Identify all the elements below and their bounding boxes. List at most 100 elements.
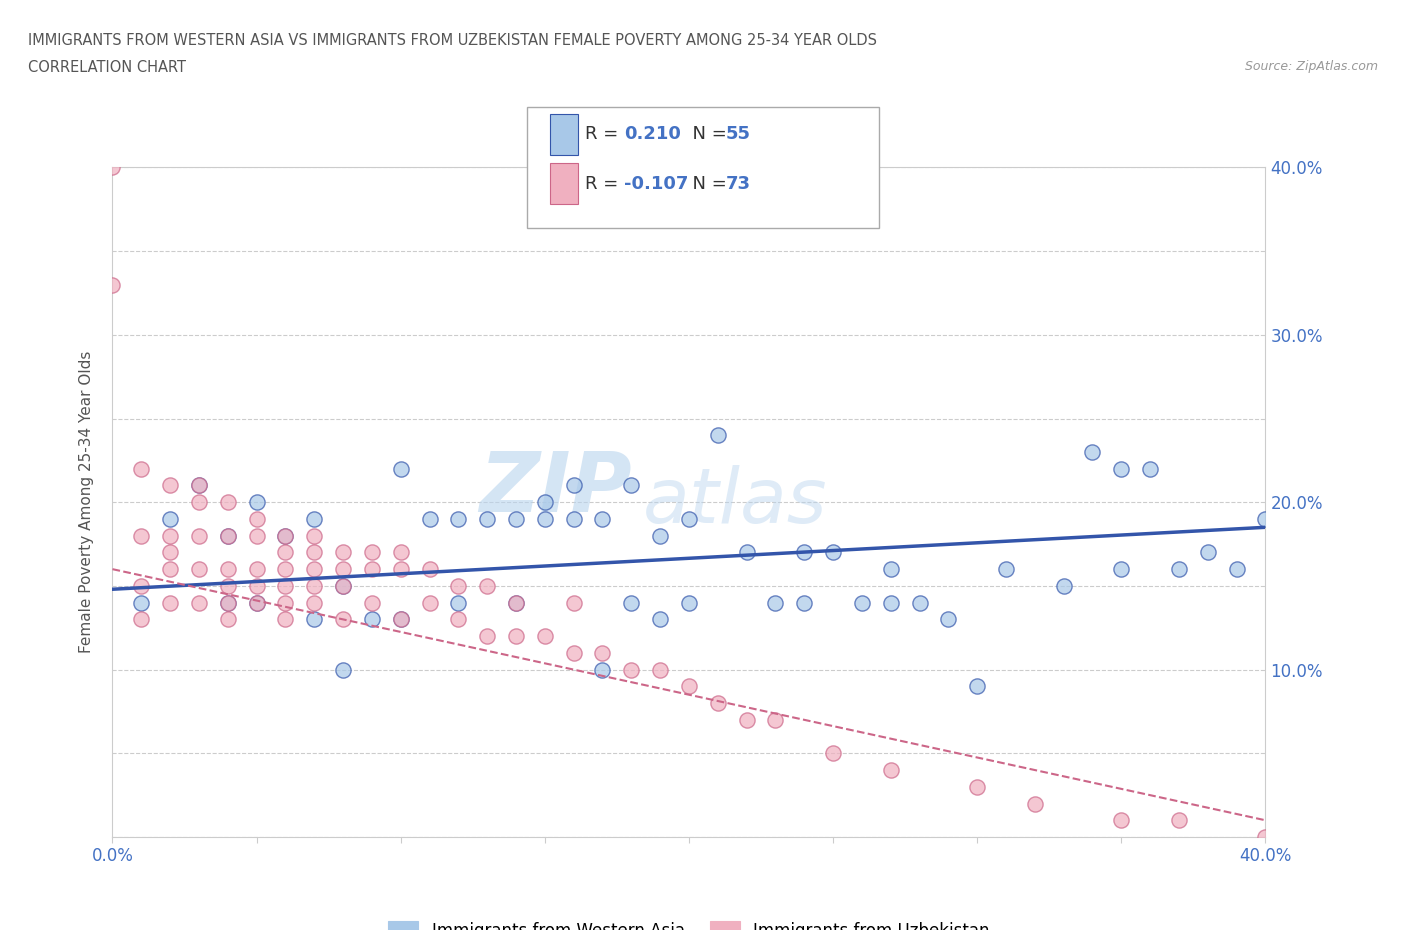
- Y-axis label: Female Poverty Among 25-34 Year Olds: Female Poverty Among 25-34 Year Olds: [79, 351, 94, 654]
- Point: [592, 662, 614, 677]
- Point: [447, 595, 470, 610]
- Point: [129, 578, 153, 593]
- Point: [389, 612, 412, 627]
- Point: [447, 612, 470, 627]
- Point: [562, 478, 585, 493]
- Point: [332, 662, 354, 677]
- Point: [304, 578, 326, 593]
- Point: [304, 562, 326, 577]
- Point: [765, 712, 787, 727]
- Point: [419, 562, 441, 577]
- Point: [1111, 813, 1133, 828]
- Point: [101, 160, 124, 175]
- Point: [995, 562, 1018, 577]
- Point: [505, 595, 527, 610]
- Point: [475, 512, 498, 526]
- Point: [533, 629, 555, 644]
- Point: [304, 545, 326, 560]
- Point: [304, 595, 326, 610]
- Point: [274, 562, 297, 577]
- Point: [245, 595, 267, 610]
- Point: [678, 595, 700, 610]
- Point: [447, 578, 470, 593]
- Point: [735, 712, 758, 727]
- Point: [389, 612, 412, 627]
- Text: Source: ZipAtlas.com: Source: ZipAtlas.com: [1244, 60, 1378, 73]
- Point: [188, 478, 211, 493]
- Point: [620, 595, 643, 610]
- Point: [966, 779, 988, 794]
- Point: [360, 612, 382, 627]
- Point: [217, 562, 239, 577]
- Point: [562, 595, 585, 610]
- Point: [505, 629, 527, 644]
- Legend: Immigrants from Western Asia, Immigrants from Uzbekistan: Immigrants from Western Asia, Immigrants…: [380, 912, 998, 930]
- Point: [332, 578, 354, 593]
- Point: [793, 545, 815, 560]
- Point: [1081, 445, 1104, 459]
- Point: [245, 578, 267, 593]
- Point: [880, 763, 903, 777]
- Point: [562, 512, 585, 526]
- Point: [1254, 830, 1277, 844]
- Point: [620, 478, 643, 493]
- Point: [1111, 562, 1133, 577]
- Point: [648, 612, 672, 627]
- Point: [1226, 562, 1249, 577]
- Point: [159, 478, 181, 493]
- Point: [332, 578, 354, 593]
- Point: [332, 612, 354, 627]
- Point: [217, 578, 239, 593]
- Point: [304, 512, 326, 526]
- Point: [188, 562, 211, 577]
- Point: [188, 595, 211, 610]
- Point: [505, 595, 527, 610]
- Point: [1052, 578, 1074, 593]
- Point: [217, 595, 239, 610]
- Text: ZIP: ZIP: [478, 448, 631, 529]
- Point: [332, 545, 354, 560]
- Text: atlas: atlas: [643, 465, 827, 539]
- Point: [1024, 796, 1046, 811]
- Point: [765, 595, 787, 610]
- Text: IMMIGRANTS FROM WESTERN ASIA VS IMMIGRANTS FROM UZBEKISTAN FEMALE POVERTY AMONG : IMMIGRANTS FROM WESTERN ASIA VS IMMIGRAN…: [28, 33, 877, 47]
- Point: [101, 277, 124, 292]
- Point: [706, 696, 728, 711]
- Point: [533, 512, 555, 526]
- Point: [793, 595, 815, 610]
- Point: [360, 545, 382, 560]
- Point: [274, 578, 297, 593]
- Point: [159, 545, 181, 560]
- Point: [304, 612, 326, 627]
- Point: [245, 512, 267, 526]
- Point: [936, 612, 959, 627]
- Point: [245, 562, 267, 577]
- Point: [217, 528, 239, 543]
- Point: [360, 595, 382, 610]
- Point: [562, 645, 585, 660]
- Point: [129, 461, 153, 476]
- Text: -0.107: -0.107: [624, 175, 689, 193]
- Point: [159, 595, 181, 610]
- Point: [475, 629, 498, 644]
- Point: [620, 662, 643, 677]
- Point: [821, 545, 844, 560]
- Text: N =: N =: [681, 126, 733, 143]
- Point: [159, 528, 181, 543]
- Point: [188, 495, 211, 510]
- Point: [274, 528, 297, 543]
- Point: [648, 662, 672, 677]
- Point: [389, 461, 412, 476]
- Text: R =: R =: [585, 175, 624, 193]
- Point: [245, 495, 267, 510]
- Point: [217, 528, 239, 543]
- Point: [217, 612, 239, 627]
- Point: [419, 512, 441, 526]
- Point: [332, 562, 354, 577]
- Point: [389, 545, 412, 560]
- Point: [475, 578, 498, 593]
- Point: [129, 528, 153, 543]
- Text: CORRELATION CHART: CORRELATION CHART: [28, 60, 186, 75]
- Point: [880, 562, 903, 577]
- Text: 55: 55: [725, 126, 751, 143]
